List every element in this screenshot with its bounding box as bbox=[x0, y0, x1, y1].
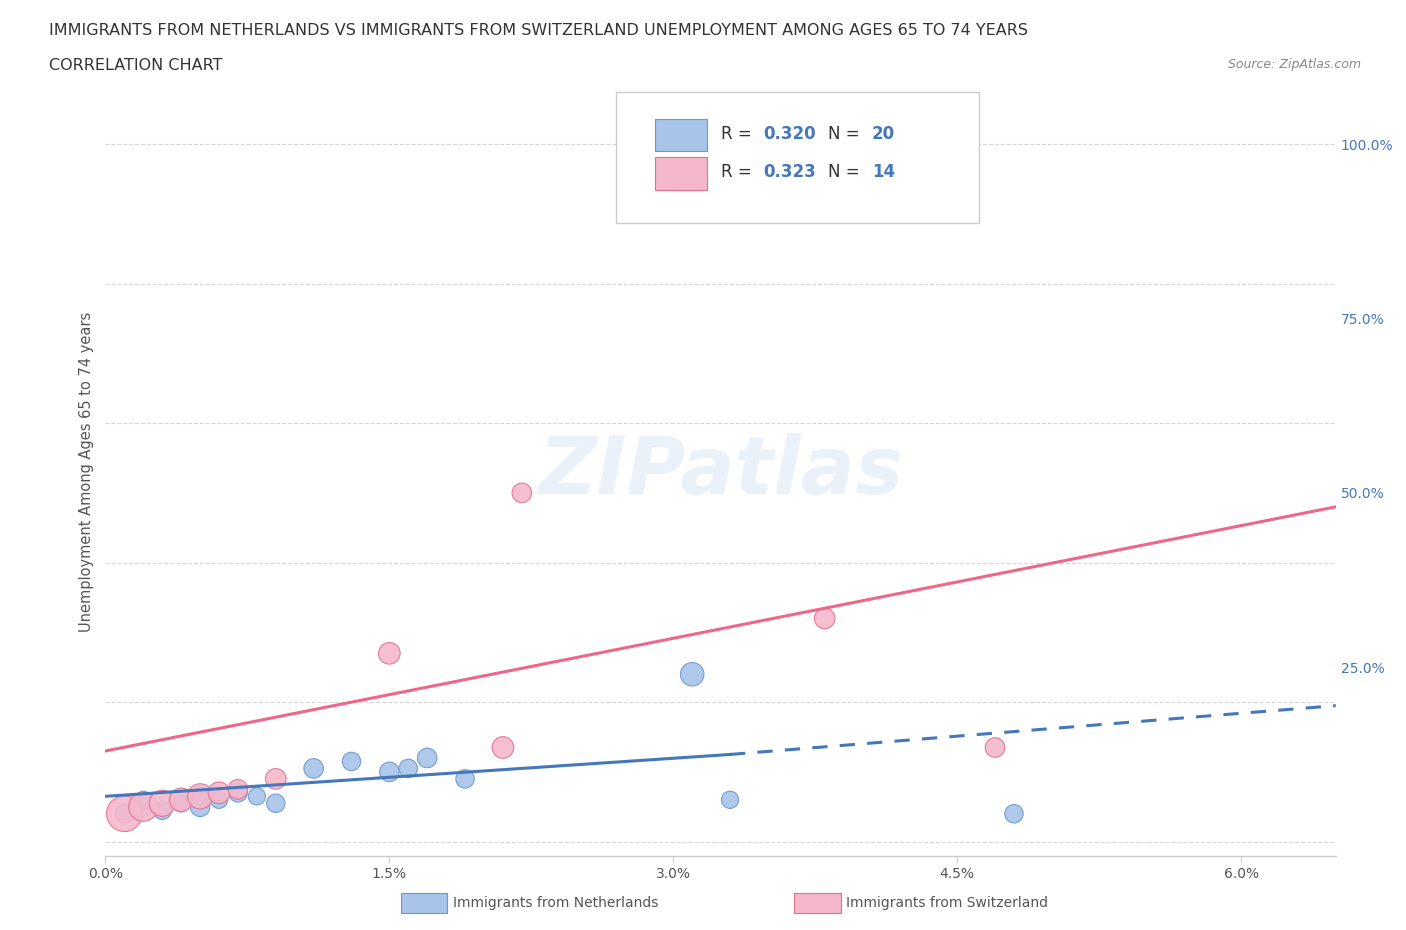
Point bbox=[814, 611, 837, 626]
Point bbox=[984, 740, 1007, 755]
Point bbox=[396, 761, 419, 776]
Point bbox=[208, 785, 231, 800]
Point bbox=[302, 761, 325, 776]
FancyBboxPatch shape bbox=[655, 157, 707, 190]
Point bbox=[264, 772, 287, 787]
FancyBboxPatch shape bbox=[655, 119, 707, 152]
Text: CORRELATION CHART: CORRELATION CHART bbox=[49, 58, 222, 73]
Point bbox=[1002, 806, 1025, 821]
Text: N =: N = bbox=[828, 163, 865, 181]
Point bbox=[378, 764, 401, 779]
FancyBboxPatch shape bbox=[616, 92, 979, 222]
Text: ZIPatlas: ZIPatlas bbox=[538, 433, 903, 511]
Point bbox=[340, 754, 363, 769]
Point bbox=[188, 789, 211, 804]
Point bbox=[112, 806, 135, 821]
Point bbox=[492, 740, 515, 755]
Y-axis label: Unemployment Among Ages 65 to 74 years: Unemployment Among Ages 65 to 74 years bbox=[79, 312, 94, 632]
Point bbox=[150, 796, 173, 811]
Text: N =: N = bbox=[828, 125, 865, 142]
Point bbox=[188, 789, 211, 804]
Point bbox=[510, 485, 533, 500]
Point bbox=[170, 792, 193, 807]
Point bbox=[226, 782, 249, 797]
Point bbox=[150, 803, 173, 817]
Point bbox=[718, 792, 741, 807]
Point bbox=[246, 789, 269, 804]
Text: IMMIGRANTS FROM NETHERLANDS VS IMMIGRANTS FROM SWITZERLAND UNEMPLOYMENT AMONG AG: IMMIGRANTS FROM NETHERLANDS VS IMMIGRANT… bbox=[49, 23, 1028, 38]
Point bbox=[264, 796, 287, 811]
Point bbox=[170, 796, 193, 811]
Text: Immigrants from Netherlands: Immigrants from Netherlands bbox=[453, 896, 658, 910]
Point bbox=[132, 800, 155, 815]
Point bbox=[454, 772, 477, 787]
Point bbox=[132, 792, 155, 807]
Text: Immigrants from Switzerland: Immigrants from Switzerland bbox=[846, 896, 1049, 910]
Point bbox=[416, 751, 439, 765]
Text: R =: R = bbox=[721, 125, 756, 142]
Point bbox=[132, 800, 155, 815]
Point bbox=[378, 646, 401, 661]
Text: Source: ZipAtlas.com: Source: ZipAtlas.com bbox=[1227, 58, 1361, 71]
Text: 0.320: 0.320 bbox=[763, 125, 817, 142]
Point bbox=[226, 785, 249, 800]
Point bbox=[208, 792, 231, 807]
Point bbox=[112, 806, 135, 821]
Text: R =: R = bbox=[721, 163, 756, 181]
Text: 20: 20 bbox=[872, 125, 896, 142]
Text: 0.323: 0.323 bbox=[763, 163, 817, 181]
Point bbox=[794, 137, 817, 152]
Point bbox=[188, 800, 211, 815]
Point bbox=[681, 667, 703, 682]
Text: 14: 14 bbox=[872, 163, 896, 181]
